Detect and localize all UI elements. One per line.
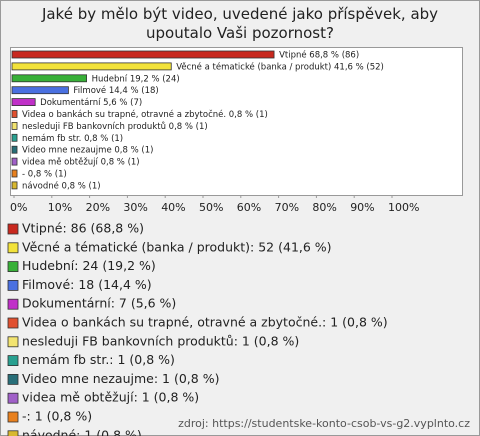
data-label: nemám fb str. 0,8 % (1) [22,134,123,144]
legend-label: nemám fb str.: 1 (0,8 %) [22,352,175,367]
bar [11,181,18,190]
legend-label: Videa o bankách su trapné, otravné a zby… [22,315,388,330]
legend-swatch [7,430,19,436]
legend-swatch [7,392,19,404]
legend-swatch [7,223,19,235]
chart-title: Jaké by mělo být video, uvedené jako pří… [41,5,438,42]
bar [11,133,18,142]
data-label: Vtipné 68,8 % (86) [279,50,359,61]
legend-label: videa mě obtěžují: 1 (0,8 %) [22,390,199,405]
legend-swatch [7,317,19,329]
x-tick-label: 30% [123,201,147,214]
legend-label: Dokumentární: 7 (5,6 %) [22,296,176,311]
x-tick-label: 50% [199,201,223,214]
legend-label: nesleduji FB bankovních produktů: 1 (0,8… [22,333,299,348]
legend-label: návodné: 1 (0,8 %) [22,427,142,436]
data-label: Video mne nezaujme 0,8 % (1) [22,146,153,156]
bar [11,169,18,178]
data-label: Věcné a tématické (banka / produkt) 41,6… [176,61,384,72]
x-tick-label: 90% [350,201,374,214]
source: zdroj: https://studentske-konto-csob-vs-… [178,417,470,430]
data-label: Hudební 19,2 % (24) [92,74,180,84]
x-tick-label: 70% [275,201,299,214]
x-tick-label: 20% [86,201,110,214]
bar [11,110,18,118]
legend-swatch [7,242,19,254]
legend-swatch [7,298,19,310]
bar [11,98,36,106]
legend-label: -: 1 (0,8 %) [22,409,92,424]
x-tick-label: 100% [388,201,419,214]
plot-area [10,47,463,196]
legend-swatch [7,261,19,273]
legend-swatch [7,279,19,291]
data-label: Dokumentární 5,6 % (7) [40,98,142,108]
legend-label: Hudební: 24 (19,2 %) [22,258,156,273]
legend-swatch [7,373,19,385]
legend-swatch [7,411,19,423]
x-tick-label: 10% [48,201,72,214]
legend-swatch [7,355,19,367]
legend-label: Vtipné: 86 (68,8 %) [22,221,144,236]
legend-swatch [7,336,19,348]
x-tick-label: 80% [312,201,336,214]
x-tick-label: 40% [161,201,185,214]
x-tick-label: 0% [10,201,27,214]
bar [11,86,69,95]
x-tick-label: 60% [237,201,261,214]
bar [11,74,87,83]
bar [11,157,18,166]
legend-label: Filmové: 18 (14,4 %) [22,277,152,292]
data-label: návodné 0,8 % (1) [22,180,101,191]
data-label: videa mě obtěžují 0,8 % (1) [22,158,140,168]
data-label: Videa o bankách su trapné, otravné a zby… [22,109,268,120]
bar [11,145,18,154]
bar [11,122,18,130]
data-label: nesleduji FB bankovních produktů 0,8 % (… [22,121,208,132]
bar [11,50,275,59]
bar [11,62,172,71]
data-label: - 0,8 % (1) [22,170,67,180]
legend-label: Video mne nezaujme: 1 (0,8 %) [22,371,219,386]
data-label: Filmové 14,4 % (18) [73,85,158,96]
legend-label: Věcné a tématické (banka / produkt): 52 … [22,239,332,254]
